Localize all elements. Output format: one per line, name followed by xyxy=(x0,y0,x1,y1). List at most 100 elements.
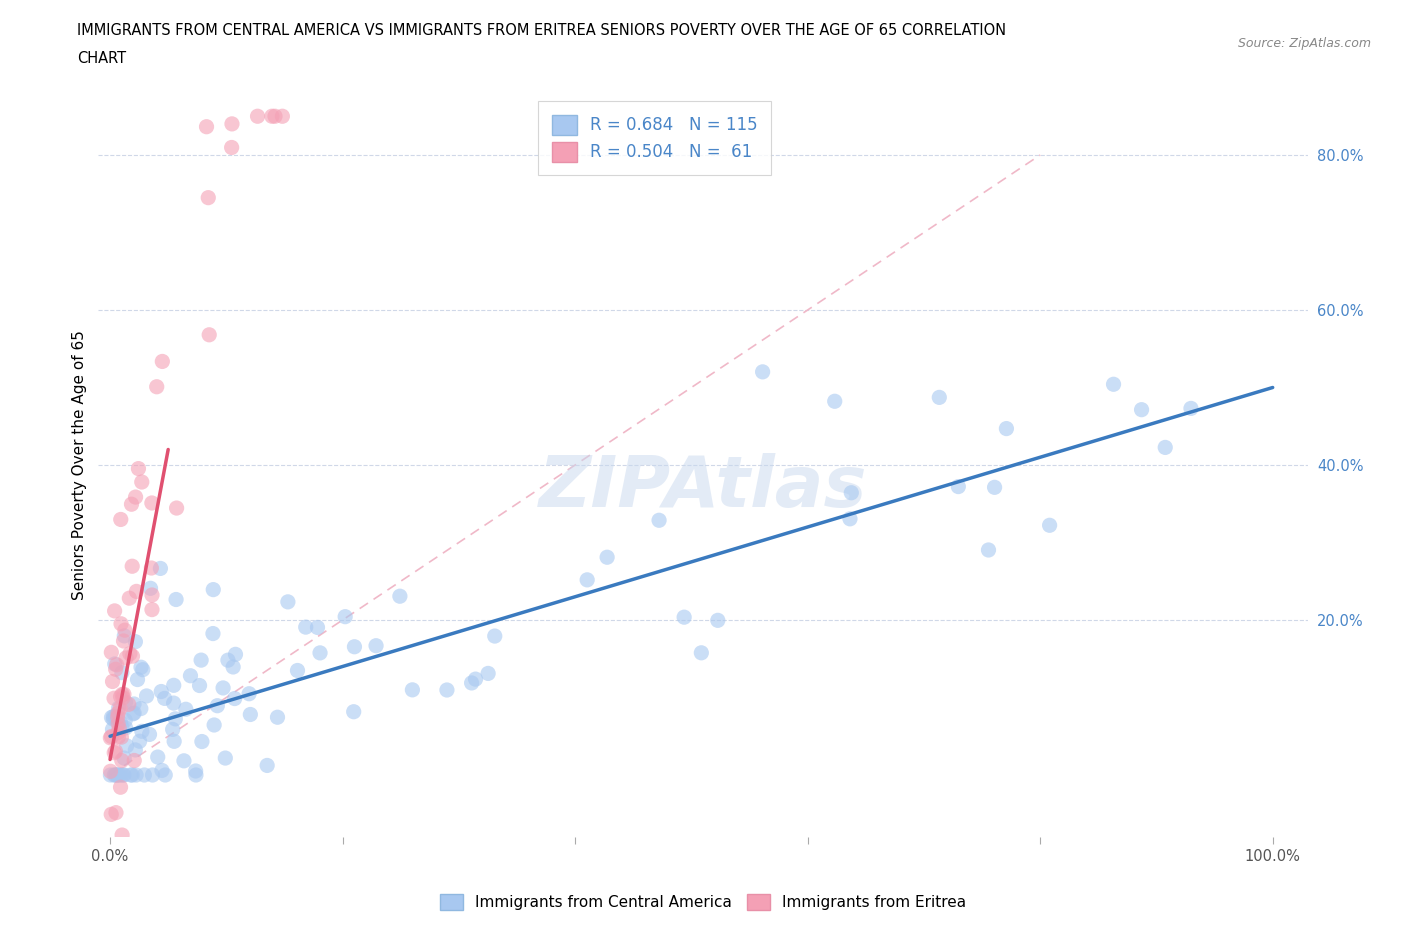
Point xyxy=(107,725,129,740)
Point xyxy=(122,706,145,721)
Point xyxy=(101,674,124,689)
Point xyxy=(277,594,299,609)
Point xyxy=(100,710,122,724)
Point xyxy=(995,421,1018,436)
Point xyxy=(188,678,211,693)
Point xyxy=(1154,440,1177,455)
Point xyxy=(141,561,163,576)
Point xyxy=(221,140,243,155)
Point xyxy=(839,485,862,500)
Point xyxy=(266,710,288,724)
Point xyxy=(105,658,128,672)
Point xyxy=(238,686,260,701)
Point xyxy=(707,613,730,628)
Point xyxy=(576,573,599,588)
Point xyxy=(256,758,278,773)
Point xyxy=(153,691,176,706)
Point xyxy=(118,697,141,711)
Point xyxy=(115,651,138,666)
Point xyxy=(103,691,125,706)
Point xyxy=(127,461,149,476)
Point xyxy=(751,365,773,379)
Point xyxy=(112,629,135,644)
Point xyxy=(141,767,163,782)
Point xyxy=(165,592,187,607)
Point xyxy=(103,709,125,724)
Point xyxy=(104,657,127,671)
Point xyxy=(145,379,167,394)
Point xyxy=(1130,403,1153,418)
Point xyxy=(839,512,862,526)
Point xyxy=(100,729,122,744)
Point xyxy=(100,767,122,782)
Point xyxy=(111,690,134,705)
Point xyxy=(118,591,141,605)
Point xyxy=(690,645,713,660)
Point xyxy=(163,734,186,749)
Point xyxy=(120,767,142,782)
Point xyxy=(128,734,150,749)
Point xyxy=(110,730,132,745)
Point xyxy=(104,744,127,759)
Point xyxy=(139,581,162,596)
Point xyxy=(105,767,128,782)
Point xyxy=(114,712,136,727)
Point xyxy=(141,496,163,511)
Point xyxy=(118,646,141,661)
Point xyxy=(264,109,287,124)
Point xyxy=(114,623,136,638)
Point xyxy=(112,633,135,648)
Point xyxy=(100,807,122,822)
Point xyxy=(190,653,212,668)
Point xyxy=(121,767,143,782)
Point xyxy=(131,724,153,738)
Point xyxy=(212,681,235,696)
Point xyxy=(201,626,224,641)
Point xyxy=(464,671,486,686)
Point xyxy=(294,619,316,634)
Point xyxy=(104,604,127,618)
Point xyxy=(132,662,155,677)
Point xyxy=(239,707,262,722)
Point xyxy=(127,672,149,687)
Point xyxy=(198,327,221,342)
Point xyxy=(224,647,246,662)
Point xyxy=(104,662,127,677)
Point xyxy=(197,191,219,206)
Point xyxy=(110,512,132,527)
Point xyxy=(388,589,411,604)
Text: IMMIGRANTS FROM CENTRAL AMERICA VS IMMIGRANTS FROM ERITREA SENIORS POVERTY OVER : IMMIGRANTS FROM CENTRAL AMERICA VS IMMIG… xyxy=(77,23,1007,38)
Point xyxy=(948,479,970,494)
Point xyxy=(111,665,134,680)
Point xyxy=(1180,401,1202,416)
Point xyxy=(110,779,132,794)
Point xyxy=(111,753,134,768)
Point xyxy=(111,828,134,843)
Point xyxy=(163,678,186,693)
Point xyxy=(173,753,195,768)
Point xyxy=(202,582,225,597)
Point xyxy=(100,764,122,778)
Point xyxy=(108,767,131,782)
Point xyxy=(122,753,145,768)
Point xyxy=(115,738,138,753)
Point xyxy=(108,722,131,737)
Point xyxy=(101,722,124,737)
Point xyxy=(343,639,366,654)
Point xyxy=(110,715,132,730)
Point xyxy=(436,683,458,698)
Point xyxy=(364,638,387,653)
Point xyxy=(124,634,146,649)
Point xyxy=(108,701,131,716)
Point xyxy=(648,512,671,527)
Point xyxy=(107,716,129,731)
Text: Source: ZipAtlas.com: Source: ZipAtlas.com xyxy=(1237,37,1371,50)
Point xyxy=(114,695,136,710)
Point xyxy=(260,109,283,124)
Point xyxy=(673,610,696,625)
Point xyxy=(928,390,950,405)
Point xyxy=(207,698,229,713)
Point xyxy=(307,620,329,635)
Point xyxy=(222,659,245,674)
Point xyxy=(110,767,132,782)
